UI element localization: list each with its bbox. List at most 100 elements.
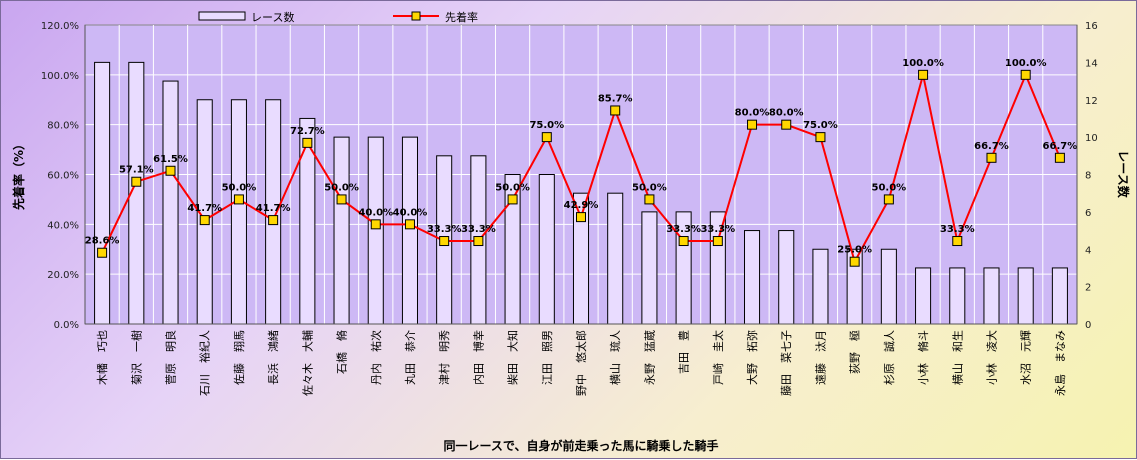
data-label: 25.0% [837,245,872,256]
category-label: 小林 凌大 [984,330,998,385]
y-axis-title: 先着率（%） [11,138,26,210]
data-label: 61.5% [153,154,188,165]
data-label: 41.7% [187,203,222,214]
category-label: 石橋 脩 [335,330,349,374]
category-label: 丹内 祐次 [369,330,383,385]
rate-marker [952,236,963,247]
category-label: 遠藤 汰月 [813,330,827,385]
legend-label: 先着率 [445,10,478,24]
rate-marker [849,256,860,267]
x-axis-title: 同一レースで、自身が前走乗った馬に騎乗した騎手 [444,438,719,453]
data-label: 50.0% [495,182,530,193]
legend-label: レース数 [251,11,294,24]
category-label: 野中 悠太郎 [574,330,588,396]
rate-marker [610,105,621,116]
data-label: 57.1% [119,165,154,176]
data-label: 50.0% [632,182,667,193]
category-label: 杉原 誠人 [882,330,896,385]
rate-marker [268,215,279,226]
category-label: 横山 和生 [950,330,964,385]
data-label: 40.0% [358,207,393,218]
data-label: 75.0% [529,120,564,131]
y2-tick-label: 4 [1085,245,1091,256]
data-label: 100.0% [902,58,944,69]
legend-swatch-marker [411,11,421,21]
data-label: 50.0% [872,182,907,193]
y-tick-label: 100.0% [41,71,79,82]
category-label: 菊沢 一樹 [129,330,143,385]
bar [299,117,316,325]
rate-marker [507,194,518,205]
rate-marker [986,152,997,163]
rate-marker [131,176,142,187]
rate-marker [918,69,929,80]
category-label: 菅原 明良 [164,330,178,385]
data-label: 42.9% [564,200,599,211]
bar [367,136,384,325]
bar [538,174,555,325]
rate-marker [404,219,415,230]
rate-marker [97,247,108,258]
rate-marker [1054,152,1065,163]
category-label: 戸崎 圭太 [711,330,725,385]
category-label: 横山 琉人 [608,330,622,385]
data-label: 66.7% [974,141,1009,152]
bar [812,248,829,325]
rate-marker [1020,69,1031,80]
bar [162,80,179,325]
category-label: 長浜 鴻緒 [266,330,280,385]
rate-marker [370,219,381,230]
category-label: 永野 猛蔵 [642,330,656,385]
data-label: 50.0% [324,182,359,193]
category-label: 佐々木 大輔 [300,330,314,396]
data-label: 33.3% [666,224,701,235]
data-label: 41.7% [256,203,291,214]
rate-marker [678,236,689,247]
rate-marker [815,132,826,143]
bar [949,267,966,325]
bar [880,248,897,325]
rate-marker [541,132,552,143]
category-label: 永島 まなみ [1053,330,1067,396]
category-label: 江田 照男 [541,330,554,385]
category-label: 藤田 菜七子 [780,330,793,396]
rate-marker [165,165,176,176]
category-label: 内田 博幸 [471,330,485,385]
y-tick-label: 120.0% [41,21,79,32]
rate-marker [233,194,244,205]
bar [333,136,350,325]
rate-marker [302,137,313,148]
y-tick-label: 20.0% [47,270,79,281]
bar [230,99,247,325]
data-label: 50.0% [222,182,257,193]
data-label: 72.7% [290,126,325,137]
y-tick-label: 0.0% [54,320,79,331]
category-label: 木幡 巧也 [95,330,109,385]
category-label: 吉田 豊 [678,330,691,374]
data-label: 33.3% [700,224,735,235]
data-label: 85.7% [598,93,633,104]
rate-marker [336,194,347,205]
category-label: 津村 明秀 [437,330,451,385]
data-label: 75.0% [803,120,838,131]
rate-marker [712,236,723,247]
y-tick-label: 40.0% [47,220,79,231]
data-label: 33.3% [461,224,496,235]
bar [94,61,111,325]
bar [641,211,658,325]
category-label: 大野 拓弥 [745,330,759,385]
data-label: 33.3% [427,224,462,235]
data-label: 33.3% [940,224,975,235]
y2-tick-label: 2 [1085,283,1091,294]
category-label: 水沼 元輝 [1019,330,1033,385]
bar [607,192,624,325]
y2-tick-label: 10 [1085,133,1098,144]
rate-marker [747,119,758,130]
legend-swatch-bar [198,11,246,21]
bar [401,136,418,325]
category-label: 柴田 大知 [506,330,520,385]
y2-tick-label: 14 [1085,58,1098,69]
data-label: 66.7% [1043,141,1078,152]
y-tick-label: 80.0% [47,121,79,132]
